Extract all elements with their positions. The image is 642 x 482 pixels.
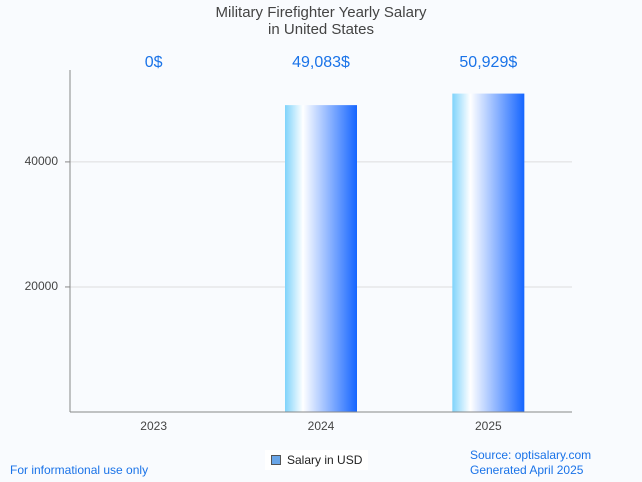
source-info: Source: optisalary.com Generated April 2… — [470, 448, 591, 478]
bar-2024 — [285, 105, 357, 413]
x-tick-label: 2024 — [307, 419, 335, 433]
x-tick-label: 2023 — [140, 419, 167, 433]
data-label: 49,083$ — [292, 54, 350, 71]
legend-swatch — [271, 455, 281, 465]
chart-title: Military Firefighter Yearly Salary in Un… — [0, 4, 642, 38]
bar-2025 — [452, 93, 525, 413]
y-tick-label: 20000 — [24, 278, 58, 293]
chart-title-main: Military Firefighter Yearly Salary — [215, 4, 427, 21]
source-text: Source: optisalary.com — [470, 448, 592, 462]
legend: Salary in USD — [265, 450, 369, 470]
chart-subtitle: in United States — [268, 21, 374, 38]
legend-label: Salary in USD — [287, 453, 363, 467]
x-tick-label: 2025 — [474, 419, 502, 433]
generated-text: Generated April 2025 — [470, 463, 584, 477]
y-tick-label: 40000 — [24, 153, 58, 168]
disclaimer-text: For informational use only — [10, 463, 149, 477]
data-label: 50,929$ — [459, 54, 518, 71]
data-label: 0$ — [144, 54, 163, 71]
